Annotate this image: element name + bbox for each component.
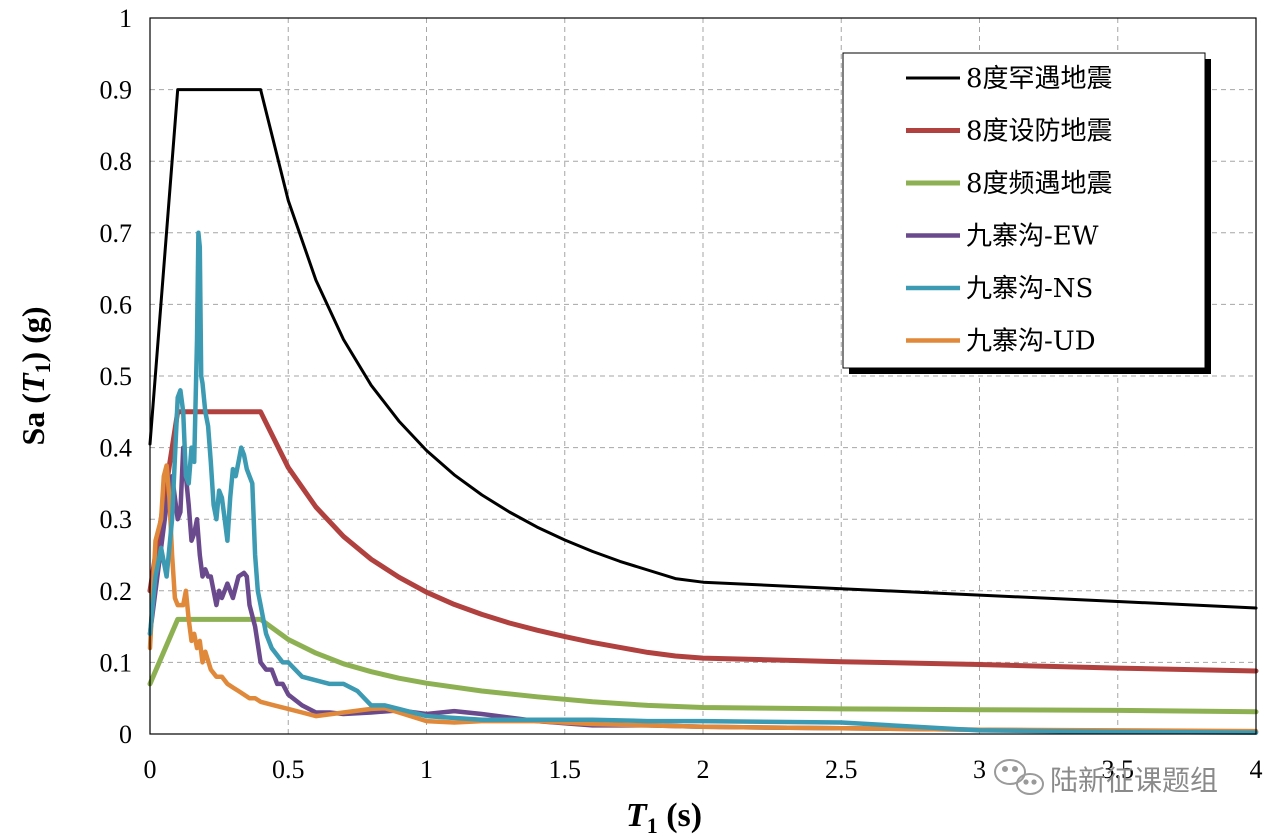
y-tick-label: 0 [119, 720, 132, 749]
legend-label: 九寨沟-UD [966, 327, 1096, 357]
x-tick-label: 0 [144, 755, 157, 784]
legend-label: 九寨沟-NS [966, 274, 1093, 304]
y-tick-label: 0.1 [100, 648, 133, 677]
series-line [147, 409, 1259, 674]
x-axis-title-sub: 1 [647, 813, 658, 836]
x-tick-labels: 0 0.5 1 1.5 2 2.5 3 3.5 4 [144, 755, 1263, 784]
legend-label: 8度罕遇地震 [966, 64, 1113, 94]
y-tick-label: 0.3 [100, 505, 133, 534]
x-axis-title-unit: (s) [658, 797, 702, 834]
legend-box [842, 52, 1206, 369]
x-tick-label: 2 [697, 755, 710, 784]
y-axis-title-sub: 1 [30, 362, 55, 373]
x-axis-title-main: T [626, 797, 648, 834]
y-axis-title: Sa (T1) (g) [15, 307, 55, 446]
y-tick-labels: 0 0.1 0.2 0.3 0.4 0.5 0.6 0.7 0.8 0.9 1 [100, 4, 133, 749]
x-tick-label: 4 [1250, 755, 1263, 784]
y-tick-label: 0.8 [100, 147, 133, 176]
x-axis-title: T1 (s) [626, 797, 702, 836]
x-tick-label: 1 [420, 755, 433, 784]
y-tick-label: 1 [119, 4, 132, 33]
legend-label: 九寨沟-EW [966, 222, 1099, 252]
x-tick-label: 2.5 [825, 755, 858, 784]
series-line [147, 230, 1259, 735]
x-tick-label: 0.5 [272, 755, 305, 784]
y-tick-label: 0.7 [100, 219, 133, 248]
series-lines [147, 88, 1259, 735]
y-tick-label: 0.2 [100, 577, 133, 606]
y-tick-label: 0.9 [100, 76, 133, 105]
y-axis-title-unit: ) (g) [15, 307, 51, 363]
plot-border [149, 17, 1257, 735]
series-line [147, 616, 1259, 715]
legend-label: 8度设防地震 [966, 117, 1113, 147]
legend-label: 8度频遇地震 [966, 169, 1113, 199]
y-axis-title-main: Sa ( [15, 393, 51, 445]
watermark-text: 陆新征课题组 [1050, 764, 1218, 797]
x-tick-label: 3.5 [1102, 755, 1135, 784]
watermark: 陆新征课题组 [994, 759, 1218, 797]
series-line [147, 445, 1259, 735]
x-tick-label: 1.5 [549, 755, 582, 784]
wechat-icon [994, 759, 1044, 795]
x-tick-label: 3 [973, 755, 986, 784]
y-tick-label: 0.4 [100, 434, 133, 463]
y-axis-title-italic: T [15, 372, 51, 393]
y-tick-label: 0.6 [100, 290, 133, 319]
series-line [148, 88, 1258, 610]
y-tick-label: 0.5 [100, 362, 133, 391]
